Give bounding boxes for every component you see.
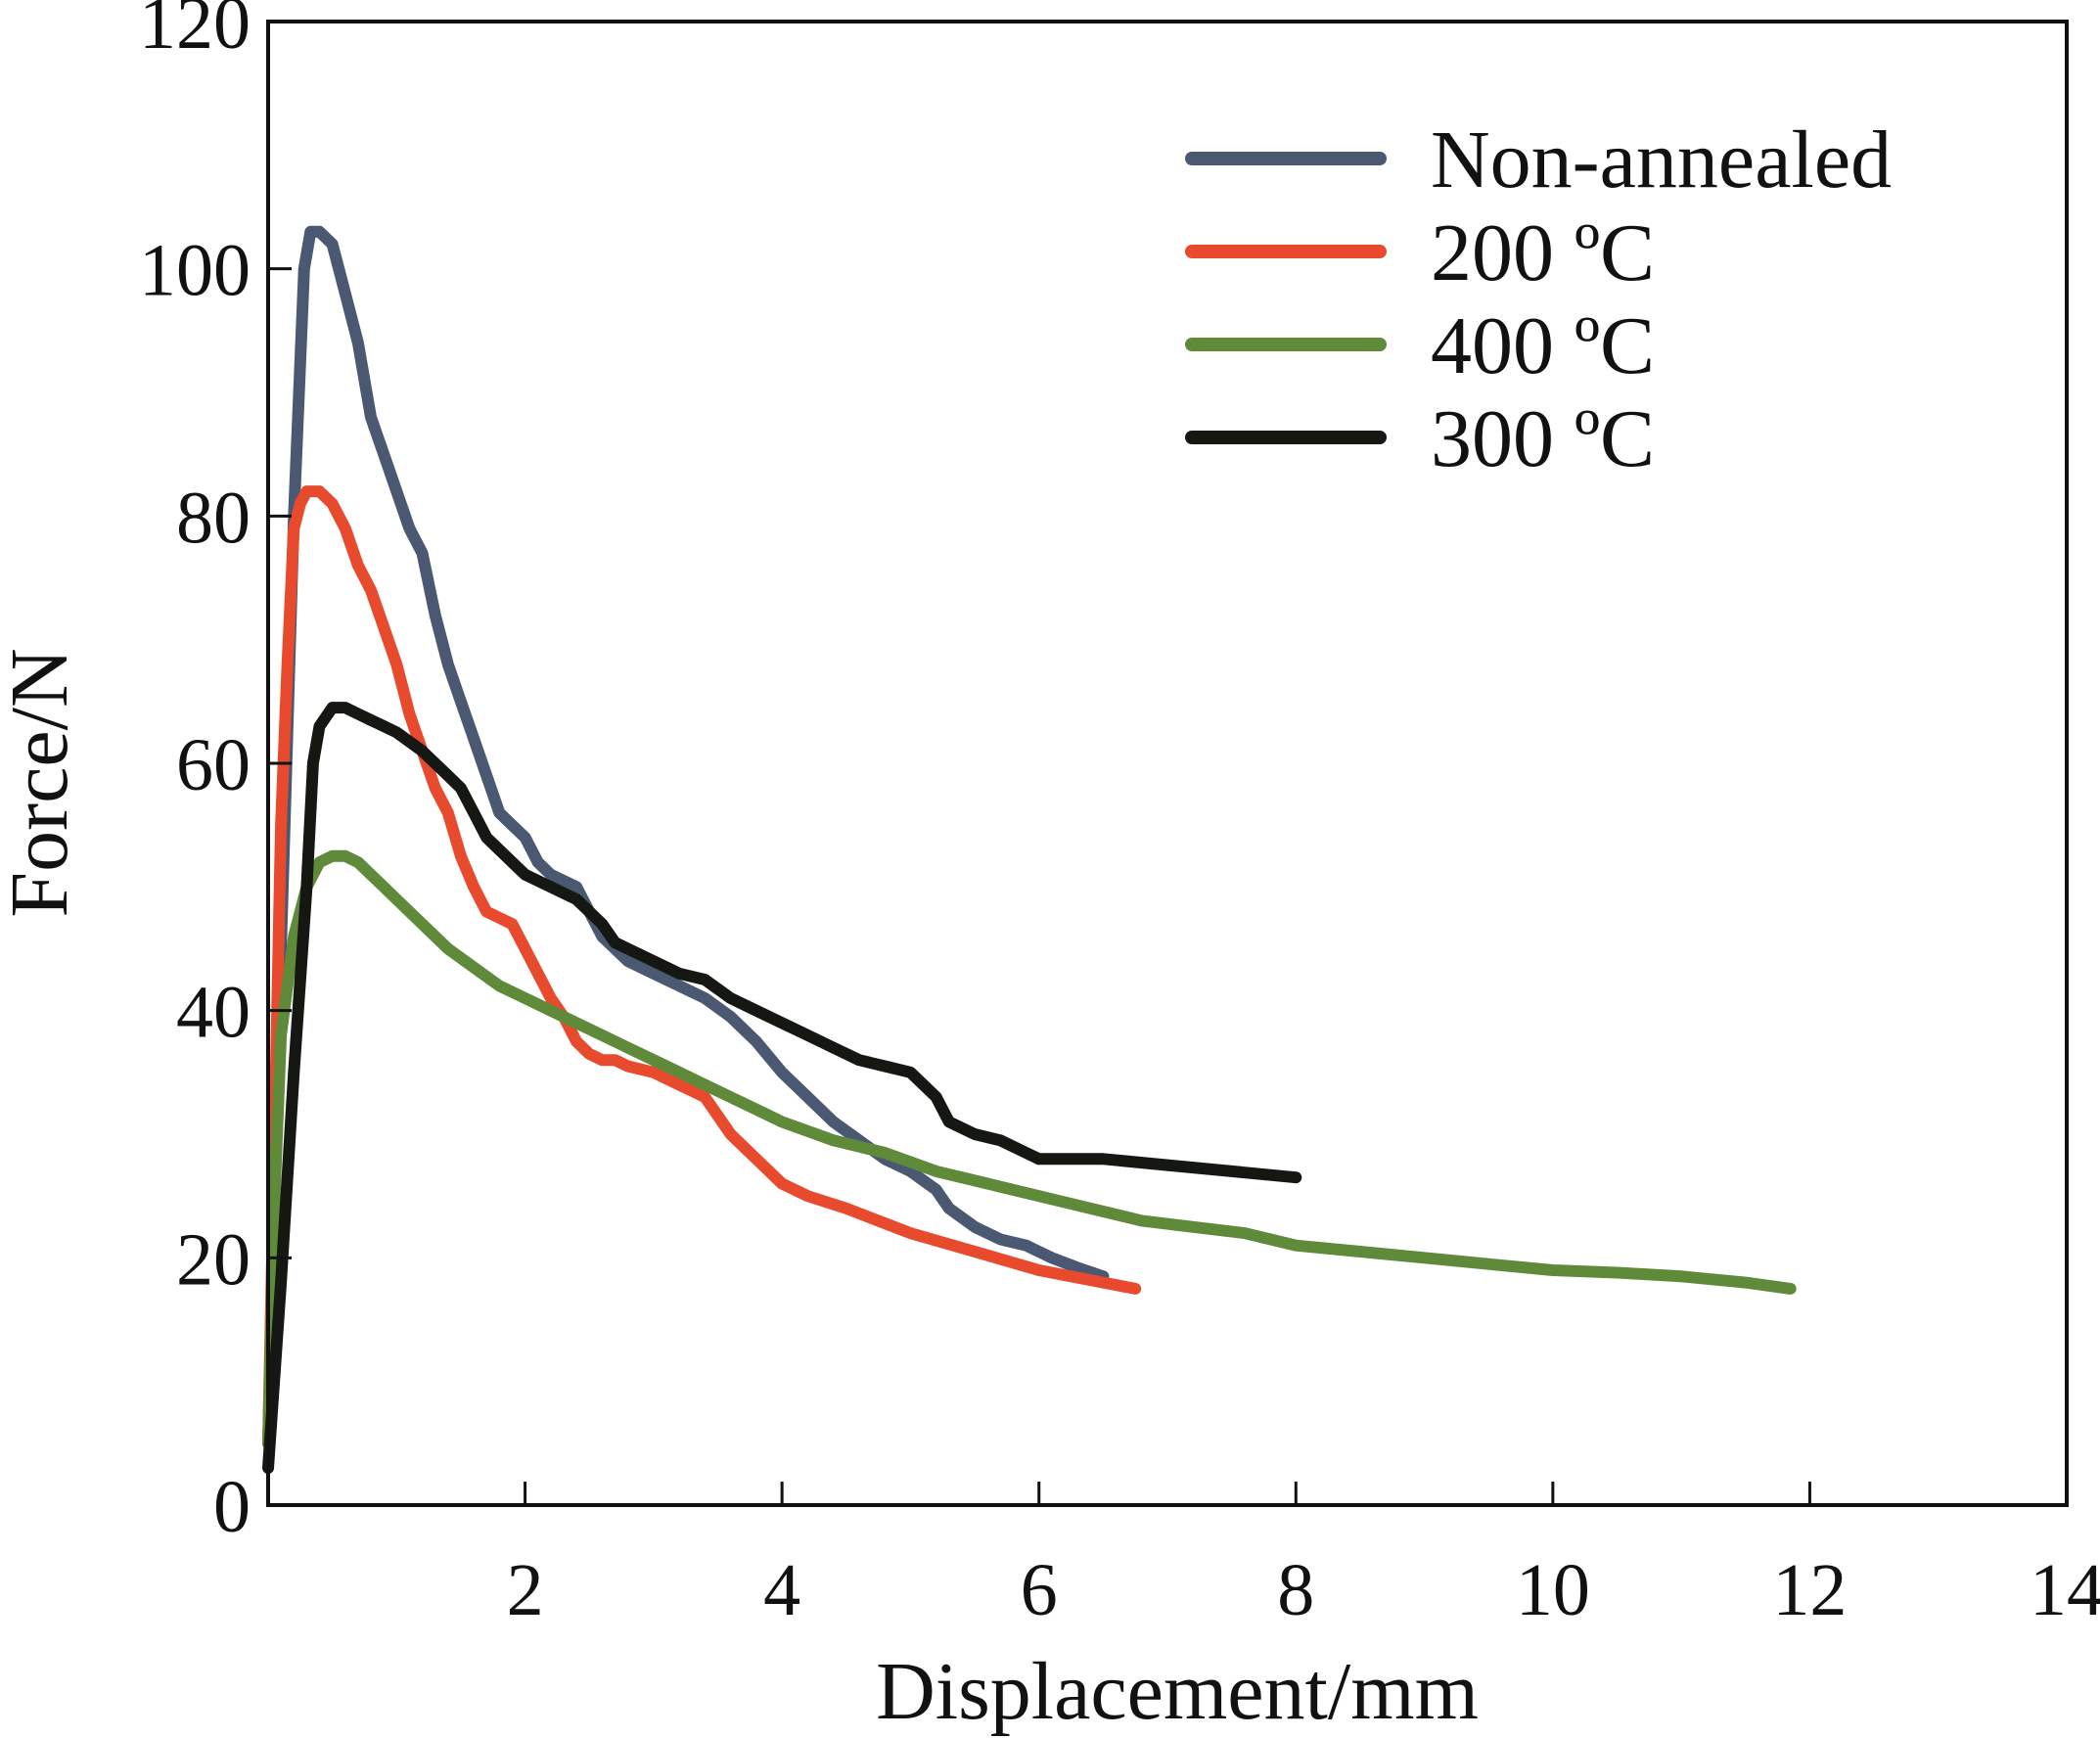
- series-line-1: [262, 485, 1142, 1449]
- y-tick-label: 100: [139, 230, 251, 312]
- y-axis-title: Force/N: [0, 648, 85, 917]
- x-tick-label: 2: [507, 1549, 544, 1631]
- x-axis-title: Displacement/mm: [876, 1646, 1479, 1737]
- y-tick-label: 40: [176, 972, 251, 1054]
- y-tick-label: 80: [176, 477, 251, 559]
- x-tick-label: 8: [1277, 1549, 1314, 1631]
- ticks-layer: 2 4 6 8 10 12 14 0 20 40 60 80 100 120: [139, 0, 2100, 1631]
- legend-label-2: 400 ºC: [1431, 300, 1655, 391]
- y-tick-label: 20: [176, 1218, 251, 1301]
- x-tick-label: 14: [2030, 1549, 2100, 1631]
- legend-label-1: 200 ºC: [1431, 207, 1655, 298]
- legend-label-3: 300 ºC: [1431, 393, 1655, 484]
- series-line-2: [262, 849, 1797, 1449]
- series-line-3: [262, 702, 1302, 1475]
- x-tick-label: 10: [1516, 1549, 1590, 1631]
- y-tick-label: 120: [139, 0, 251, 65]
- y-tick-label: 0: [213, 1466, 251, 1548]
- series-line-0: [262, 225, 1110, 1449]
- x-tick-label: 12: [1772, 1549, 1847, 1631]
- x-tick-label: 6: [1021, 1549, 1058, 1631]
- x-tick-label: 4: [763, 1549, 800, 1631]
- y-tick-label: 60: [176, 724, 251, 806]
- series-layer: [262, 225, 1797, 1475]
- legend-label-0: Non-annealed: [1431, 114, 1892, 206]
- plot-frame: [266, 20, 2069, 1507]
